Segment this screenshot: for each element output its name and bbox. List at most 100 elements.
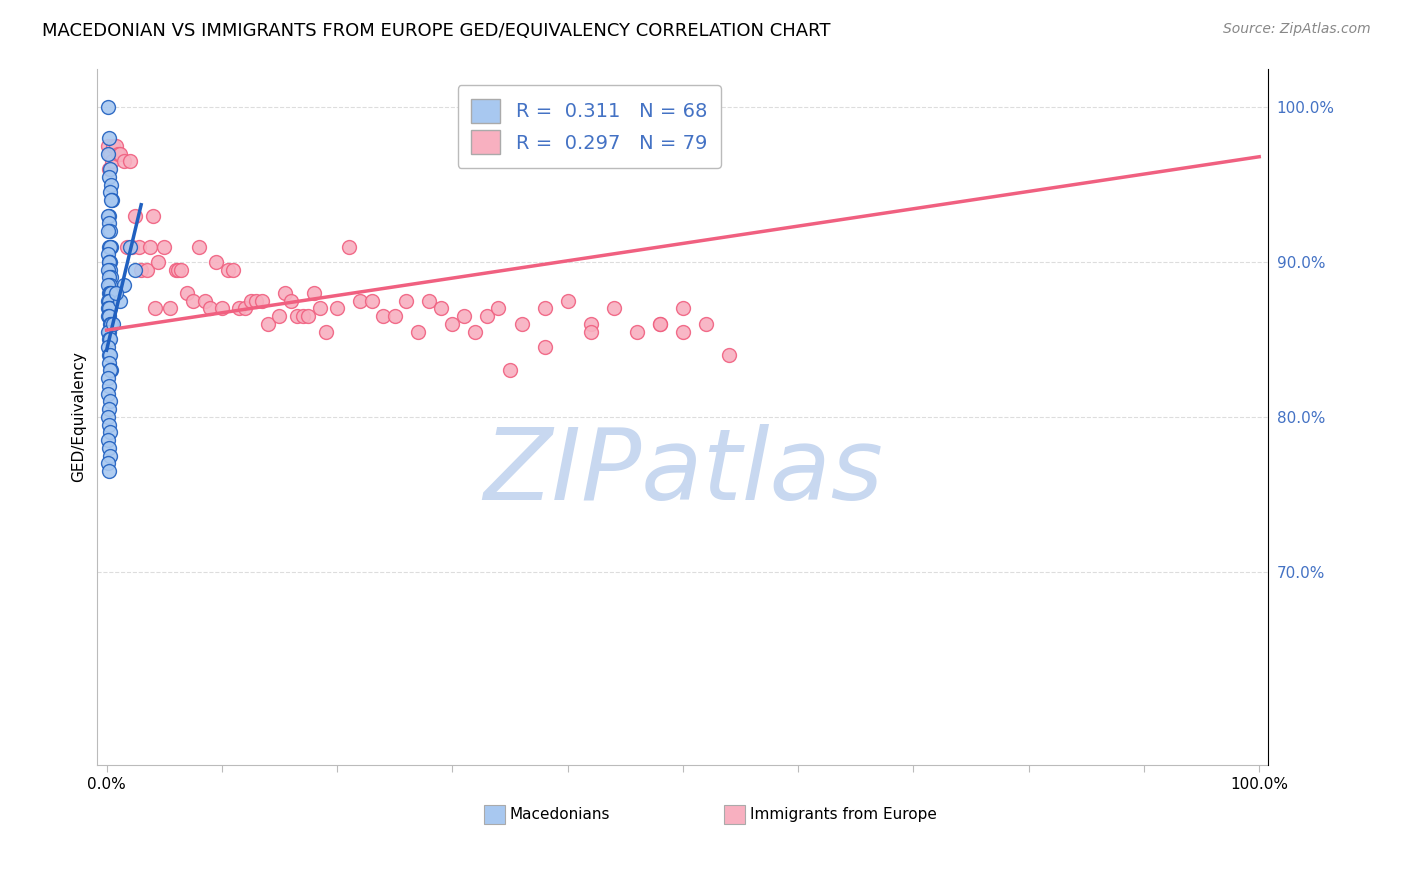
FancyBboxPatch shape — [724, 805, 745, 824]
Point — [205, 255, 228, 269]
Point — [98, 449, 121, 463]
Point — [579, 317, 602, 331]
Point — [97, 301, 120, 316]
Point — [97, 348, 120, 362]
Point — [280, 293, 302, 308]
Point — [97, 333, 120, 347]
Point — [717, 348, 740, 362]
Point — [193, 293, 215, 308]
Point — [153, 239, 176, 253]
Point — [97, 209, 120, 223]
Point — [135, 262, 157, 277]
Point — [98, 425, 121, 440]
Point — [579, 325, 602, 339]
Point — [97, 224, 120, 238]
Point — [274, 285, 297, 300]
Point — [98, 317, 121, 331]
Point — [112, 154, 135, 169]
Point — [97, 325, 120, 339]
Point — [98, 224, 121, 238]
Point — [97, 216, 120, 230]
Point — [395, 293, 418, 308]
Point — [98, 186, 121, 200]
Point — [100, 285, 122, 300]
Point — [98, 363, 121, 377]
Point — [97, 162, 120, 177]
Point — [101, 154, 124, 169]
Point — [97, 464, 120, 478]
Point — [98, 285, 121, 300]
Point — [211, 301, 233, 316]
Point — [464, 325, 486, 339]
Point — [107, 146, 129, 161]
Point — [170, 262, 193, 277]
Point — [97, 441, 120, 455]
Y-axis label: GED/Equivalency: GED/Equivalency — [72, 351, 86, 483]
Point — [475, 309, 498, 323]
Point — [97, 139, 120, 153]
Point — [97, 169, 120, 184]
Point — [308, 301, 330, 316]
Text: MACEDONIAN VS IMMIGRANTS FROM EUROPE GED/EQUIVALENCY CORRELATION CHART: MACEDONIAN VS IMMIGRANTS FROM EUROPE GED… — [42, 22, 831, 40]
Point — [533, 340, 555, 354]
Point — [97, 255, 120, 269]
Point — [139, 239, 162, 253]
Point — [326, 301, 349, 316]
Point — [97, 255, 120, 269]
Point — [97, 340, 120, 354]
Point — [97, 100, 120, 114]
Point — [129, 262, 152, 277]
Point — [104, 285, 127, 300]
Point — [148, 255, 170, 269]
Point — [672, 301, 695, 316]
Point — [97, 270, 120, 285]
Point — [101, 193, 124, 207]
Point — [98, 278, 121, 293]
Point — [176, 285, 198, 300]
Point — [98, 255, 121, 269]
Point — [418, 293, 440, 308]
Point — [97, 402, 120, 417]
Point — [200, 301, 222, 316]
Point — [97, 371, 120, 385]
Point — [297, 309, 319, 323]
Point — [110, 146, 132, 161]
Point — [499, 363, 522, 377]
Point — [285, 309, 308, 323]
Text: Immigrants from Europe: Immigrants from Europe — [749, 807, 936, 822]
Point — [626, 325, 648, 339]
Point — [97, 417, 120, 432]
Point — [97, 386, 120, 401]
Point — [98, 394, 121, 409]
Point — [98, 239, 121, 253]
Text: Macedonians: Macedonians — [509, 807, 610, 822]
Point — [117, 239, 139, 253]
Point — [97, 146, 120, 161]
Point — [349, 293, 371, 308]
Point — [315, 325, 337, 339]
Point — [103, 317, 125, 331]
Point — [110, 293, 132, 308]
Point — [222, 262, 245, 277]
Point — [159, 301, 181, 316]
Point — [118, 154, 141, 169]
Legend: R =  0.311   N = 68, R =  0.297   N = 79: R = 0.311 N = 68, R = 0.297 N = 79 — [457, 86, 721, 168]
Point — [97, 293, 120, 308]
Point — [100, 317, 122, 331]
Point — [118, 239, 141, 253]
Point — [373, 309, 395, 323]
Point — [98, 262, 121, 277]
Point — [488, 301, 510, 316]
Point — [302, 285, 325, 300]
Point — [97, 309, 120, 323]
Point — [430, 301, 453, 316]
Point — [97, 278, 120, 293]
Point — [257, 317, 280, 331]
FancyBboxPatch shape — [484, 805, 505, 824]
Text: ZIPatlas: ZIPatlas — [482, 424, 883, 521]
Point — [100, 193, 122, 207]
Point — [97, 239, 120, 253]
Point — [124, 262, 146, 277]
Point — [98, 162, 121, 177]
Point — [406, 325, 429, 339]
